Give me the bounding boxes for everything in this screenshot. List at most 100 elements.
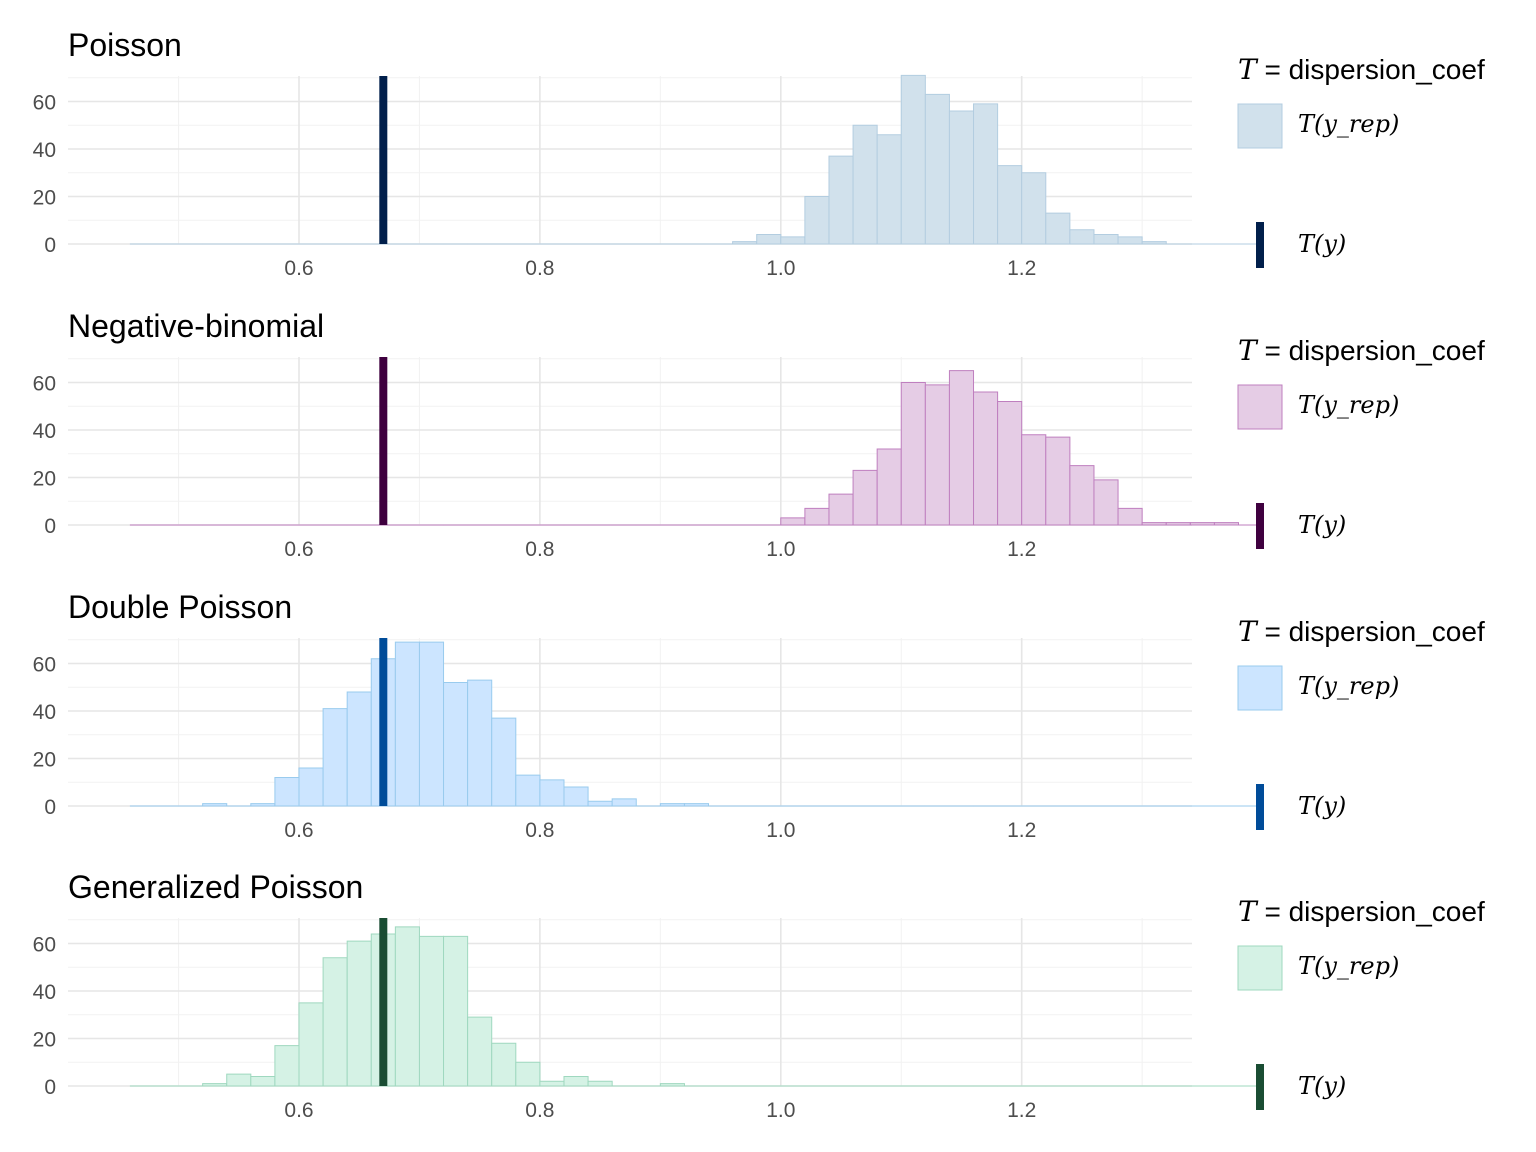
- histogram-bar: [1021, 172, 1047, 245]
- legend-title: T = dispersion_coef: [1238, 615, 1485, 648]
- histogram-bar: [900, 74, 926, 245]
- x-tick-label: 0.6: [284, 538, 313, 561]
- histogram-bar: [1045, 436, 1071, 526]
- x-tick-label: 1.2: [1007, 257, 1036, 280]
- histogram-bar: [322, 957, 348, 1087]
- histogram-bar: [1093, 479, 1119, 526]
- histogram-bar: [876, 134, 902, 245]
- legend-obs-swatch: [1256, 1064, 1264, 1110]
- observed-line: [379, 918, 388, 1086]
- histogram-bar: [973, 103, 999, 245]
- y-tick-label: 40: [33, 981, 56, 1004]
- panel-title: Negative-binomial: [68, 308, 324, 344]
- y-tick-label: 60: [33, 92, 56, 115]
- x-tick-label: 0.8: [525, 1099, 554, 1122]
- x-tick-label: 0.6: [284, 819, 313, 842]
- panel-title: Poisson: [68, 27, 182, 63]
- x-tick-label: 0.6: [284, 1099, 313, 1122]
- histogram-bar: [780, 236, 806, 245]
- histogram-bar: [226, 1073, 252, 1087]
- histogram-bar: [298, 767, 324, 807]
- histogram-bar: [1189, 522, 1215, 526]
- histogram-bar: [539, 779, 565, 807]
- legend-rep-label: T(y_rep): [1298, 672, 1399, 700]
- histogram-bar: [515, 1061, 541, 1087]
- histogram-bar: [997, 401, 1023, 526]
- legend: T = dispersion_coef T(y_rep) T(y): [1237, 53, 1485, 268]
- histogram-bar: [1045, 212, 1071, 245]
- legend-rep-label: T(y_rep): [1298, 952, 1399, 980]
- histogram-bar: [611, 798, 637, 807]
- histogram-bar: [202, 803, 228, 807]
- histogram-bar: [756, 234, 782, 245]
- observed-line: [379, 76, 388, 244]
- histogram-bar: [1069, 465, 1095, 526]
- legend-obs-label: T(y): [1298, 511, 1346, 539]
- y-tick-label: 60: [33, 373, 56, 396]
- legend-title: T = dispersion_coef: [1238, 895, 1485, 928]
- y-tick-label: 0: [44, 796, 56, 819]
- histogram-bar: [443, 682, 469, 807]
- x-tick-label: 1.0: [766, 538, 795, 561]
- panel-3: Generalized Poisson 0 20 40 60 0.6 0.8 1.0 1.2 T …: [33, 869, 1485, 1122]
- x-tick-label: 1.2: [1007, 819, 1036, 842]
- histogram-bar: [1021, 434, 1047, 526]
- x-tick-label: 1.0: [766, 1099, 795, 1122]
- y-tick-label: 0: [44, 1076, 56, 1099]
- histogram-bar: [683, 803, 710, 807]
- histogram-bar: [948, 370, 975, 526]
- histogram-bar: [418, 641, 445, 807]
- histogram-bar: [539, 1080, 565, 1087]
- histogram-bar: [467, 1016, 493, 1087]
- histogram-bar: [563, 1076, 589, 1087]
- legend: T = dispersion_coef T(y_rep) T(y): [1237, 334, 1485, 549]
- x-tick-label: 1.2: [1007, 1099, 1036, 1122]
- histogram-bar: [924, 384, 950, 526]
- observed-line: [379, 357, 388, 525]
- y-tick-label: 20: [33, 187, 56, 210]
- histogram-bar: [346, 691, 372, 807]
- histogram-bar: [563, 786, 589, 807]
- x-tick-label: 0.8: [525, 257, 554, 280]
- histogram-bar: [659, 1083, 685, 1087]
- histogram-bar: [394, 641, 420, 807]
- histogram-bar: [491, 1042, 517, 1087]
- y-tick-label: 20: [33, 468, 56, 491]
- legend-obs-label: T(y): [1298, 230, 1346, 258]
- histogram-bar: [876, 448, 902, 526]
- histogram-bar: [1117, 507, 1143, 526]
- legend-rep-swatch: [1237, 384, 1283, 430]
- histogram-bar: [418, 935, 445, 1087]
- histogram-bar: [924, 93, 950, 245]
- y-tick-label: 20: [33, 749, 56, 772]
- y-tick-label: 0: [44, 234, 56, 257]
- legend: T = dispersion_coef T(y_rep) T(y): [1237, 615, 1485, 830]
- histogram-bar: [900, 382, 926, 526]
- y-tick-label: 40: [33, 701, 56, 724]
- panel-2: Double Poisson 0 20 40 60 0.6 0.8 1.0 1.2 T = dis…: [33, 589, 1485, 842]
- histogram-bar: [491, 717, 517, 807]
- y-tick-label: 40: [33, 139, 56, 162]
- histogram-bar: [852, 124, 878, 245]
- histogram-bar: [250, 1076, 276, 1087]
- histogram-bar: [948, 110, 975, 245]
- histogram-bar: [298, 1002, 324, 1087]
- x-tick-label: 1.2: [1007, 538, 1036, 561]
- legend-obs-swatch: [1256, 222, 1264, 268]
- panel-0: Poisson 0 20 40 60 0.6 0.8 1.0 1.2 T = dispersion…: [33, 27, 1485, 280]
- histogram-bar: [1141, 522, 1167, 526]
- histogram-bar: [587, 800, 613, 807]
- histogram-bar: [443, 935, 469, 1087]
- histogram-bar: [852, 469, 878, 526]
- legend-title: T = dispersion_coef: [1238, 53, 1485, 86]
- histogram-bar: [973, 391, 999, 526]
- x-tick-label: 1.0: [766, 257, 795, 280]
- legend-obs-label: T(y): [1298, 1072, 1346, 1100]
- histogram-bar: [250, 803, 276, 807]
- histogram-bar: [780, 517, 806, 526]
- legend-title: T = dispersion_coef: [1238, 334, 1485, 367]
- panel-title: Double Poisson: [68, 589, 292, 625]
- histogram-bar: [346, 940, 372, 1087]
- histogram-bar: [804, 196, 830, 245]
